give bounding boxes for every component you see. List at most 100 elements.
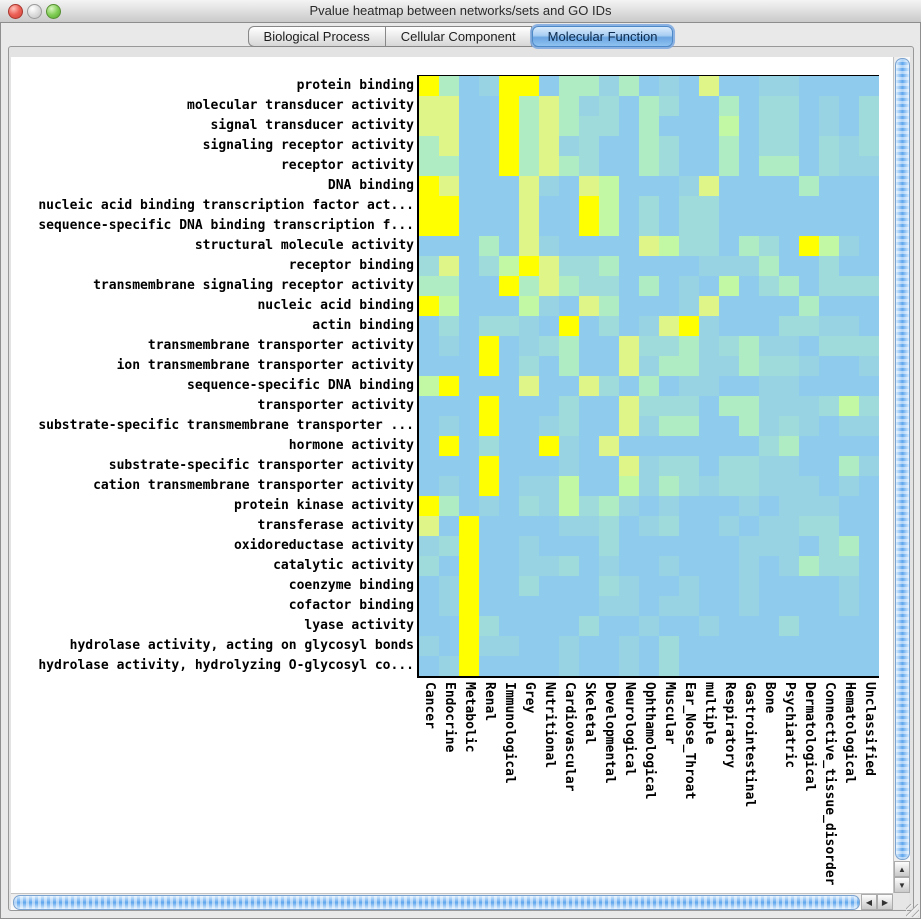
heatmap-cell [459,176,479,196]
heatmap-cell [579,656,599,676]
heatmap-cell [699,256,719,276]
col-label: Bone [762,682,777,714]
heatmap-cell [419,616,439,636]
heatmap-cell [859,96,879,116]
vertical-scrollbar[interactable]: ▲ ▼ [893,57,910,893]
heatmap-cell [779,576,799,596]
heatmap-cell [559,456,579,476]
heatmap-cell [659,136,679,156]
heatmap-cell [819,276,839,296]
heatmap-cell [719,376,739,396]
row-label: sequence-specific DNA binding [187,378,414,393]
heatmap-cell [759,196,779,216]
scroll-right-arrow-icon[interactable]: ▶ [877,894,893,910]
heatmap-cell [519,596,539,616]
minimize-button-icon[interactable] [27,4,42,19]
heatmap-cell [639,96,659,116]
scroll-left-arrow-icon[interactable]: ◀ [861,894,877,910]
window-resize-grip[interactable] [906,904,919,917]
heatmap-cell [479,496,499,516]
heatmap-cell [819,436,839,456]
row-label: nucleic acid binding transcription facto… [38,198,414,213]
heatmap-cell [739,356,759,376]
heatmap-cell [679,376,699,396]
heatmap-cell [739,296,759,316]
heatmap-cell [639,576,659,596]
heatmap-cell [839,436,859,456]
heatmap-cell [459,196,479,216]
heatmap-cell [799,656,819,676]
heatmap-cell [539,416,559,436]
heatmap-cell [739,76,759,96]
tab-molecular-function[interactable]: Molecular Function [531,26,674,47]
scroll-down-arrow-icon[interactable]: ▼ [894,877,910,893]
heatmap-cell [859,316,879,336]
heatmap-cell [439,256,459,276]
horizontal-scrollbar[interactable]: ◀ ▶ [11,893,893,910]
heatmap-cell [459,156,479,176]
heatmap-cell [779,416,799,436]
heatmap-cell [519,436,539,456]
vertical-scrollbar-thumb[interactable] [895,58,910,860]
col-label: Ear_Nose_Throat [682,682,697,800]
heatmap-cell [499,216,519,236]
heatmap-cell [479,456,499,476]
zoom-button-icon[interactable] [46,4,61,19]
heatmap-cell [579,116,599,136]
heatmap-cell [639,416,659,436]
heatmap-cell [619,476,639,496]
heatmap-cell [559,496,579,516]
heatmap-cell [859,656,879,676]
heatmap-cell [859,376,879,396]
heatmap-cell [699,196,719,216]
heatmap-cell [679,136,699,156]
heatmap-cell [639,196,659,216]
heatmap-cell [599,396,619,416]
heatmap-cell [719,296,739,316]
heatmap-cell [499,316,519,336]
heatmap-cell [819,116,839,136]
row-label: transmembrane transporter activity [147,338,414,353]
scroll-up-arrow-icon[interactable]: ▲ [894,861,910,877]
heatmap-cell [619,436,639,456]
heatmap-cell [759,436,779,456]
heatmap-cell [819,656,839,676]
heatmap-cell [419,136,439,156]
heatmap-cell [439,496,459,516]
heatmap-cell [739,436,759,456]
heatmap-cell [479,136,499,156]
row-label: ion transmembrane transporter activity [116,358,414,373]
heatmap-cell [499,276,519,296]
heatmap-cell [459,636,479,656]
heatmap-cell [739,476,759,496]
heatmap-cell [819,496,839,516]
heatmap-cell [699,436,719,456]
heatmap-cell [779,236,799,256]
heatmap-cell [579,256,599,276]
heatmap-cell [559,216,579,236]
heatmap-cell [859,476,879,496]
heatmap-cell [779,356,799,376]
horizontal-scrollbar-thumb[interactable] [13,895,860,910]
close-button-icon[interactable] [8,4,23,19]
heatmap-cell [679,196,699,216]
heatmap-cell [419,456,439,476]
tab-cellular-component[interactable]: Cellular Component [385,26,532,47]
heatmap-cell [619,496,639,516]
heatmap-cell [459,116,479,136]
heatmap-cell [699,476,719,496]
heatmap-cell [739,196,759,216]
heatmap-cell [779,96,799,116]
heatmap-cell [539,616,559,636]
heatmap-cell [659,416,679,436]
heatmap-cell [459,576,479,596]
tab-biological-process[interactable]: Biological Process [247,26,386,47]
heatmap-cell [519,616,539,636]
heatmap-cell [659,596,679,616]
heatmap-cell [859,556,879,576]
heatmap-cell [479,516,499,536]
heatmap-cell [559,136,579,156]
heatmap-cell [479,436,499,456]
heatmap-cell [599,256,619,276]
